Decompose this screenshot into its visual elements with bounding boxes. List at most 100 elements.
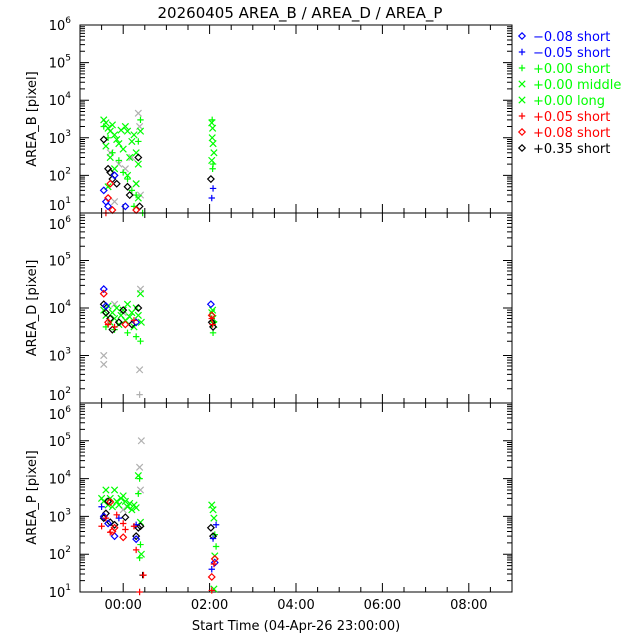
series: [98, 511, 218, 596]
series: [104, 315, 216, 331]
data-point: [110, 198, 119, 206]
legend-plus-icon: [518, 112, 526, 120]
data-point: [120, 169, 127, 176]
y-tick-label: 102: [49, 166, 71, 184]
data-point: [110, 171, 119, 180]
data-point: [206, 174, 215, 184]
data-point: [128, 506, 136, 514]
data-point: [104, 497, 113, 506]
data-point: [206, 523, 215, 532]
data-point: [123, 171, 132, 180]
data-point: [110, 300, 119, 308]
data-point: [99, 289, 108, 298]
y-tick-label: 106: [49, 16, 72, 34]
data-point: [136, 475, 143, 482]
y-tick-label: 106: [49, 215, 72, 233]
data-point: [100, 360, 108, 369]
legend-diamond-icon: [517, 143, 527, 153]
data-point: [98, 523, 105, 530]
data-point: [210, 514, 218, 522]
y-tick-label: 102: [49, 386, 71, 404]
data-point: [110, 520, 119, 529]
data-point: [209, 185, 217, 192]
data-point: [208, 116, 216, 124]
legend-label: +0.00 short: [533, 62, 610, 77]
data-point: [121, 122, 129, 131]
legend-item: +0.05 short: [518, 110, 610, 125]
legend-item: −0.05 short: [518, 46, 610, 61]
legend-label: +0.00 long: [533, 94, 605, 109]
y-tick-label: 104: [49, 299, 72, 317]
data-point: [137, 437, 145, 445]
data-point: [106, 168, 115, 177]
data-point: [208, 587, 215, 594]
legend-label: +0.35 short: [533, 142, 610, 157]
data-point: [126, 153, 134, 162]
data-point: [207, 572, 216, 582]
data-point: [100, 351, 108, 360]
data-point: [115, 139, 123, 148]
data-point: [132, 191, 140, 199]
data-point: [106, 497, 115, 507]
series: [99, 512, 219, 567]
data-point: [110, 486, 119, 494]
series: [100, 116, 218, 202]
data-point: [210, 554, 219, 563]
legend-label: +0.08 short: [533, 126, 610, 141]
data-point: [121, 497, 129, 505]
data-point: [106, 179, 115, 188]
y-tick-label: 101: [49, 196, 71, 214]
data-point: [132, 546, 140, 554]
legend-label: +0.05 short: [533, 110, 610, 125]
data-point: [130, 317, 138, 324]
series: [102, 319, 218, 345]
data-point: [123, 300, 132, 308]
y-tick-label: 102: [49, 545, 71, 563]
data-point: [210, 558, 219, 567]
panel-2: 102 103 104 105 106 AREA_D [pixel]: [25, 212, 513, 404]
data-point: [115, 501, 123, 509]
x-tick-label: 02:00: [191, 598, 228, 613]
y-tick-label: 105: [49, 432, 71, 450]
y-tick-label: 103: [49, 507, 71, 525]
legend-item: +0.00 long: [518, 94, 605, 109]
y-tick-label: 105: [49, 54, 71, 72]
data-point: [113, 511, 120, 519]
data-point: [111, 323, 118, 331]
panel-3: 101 102 103 104 105 106 AREA_P [pixel] 00:00 02:…: [25, 402, 513, 613]
legend-diamond-icon: [517, 127, 527, 137]
data-point: [102, 514, 110, 522]
data-point: [101, 301, 110, 311]
data-point: [113, 304, 121, 312]
data-point: [135, 490, 142, 497]
data-point: [208, 124, 217, 132]
data-point: [128, 137, 136, 146]
x-tick-label: 08:00: [450, 598, 487, 613]
data-point: [132, 535, 141, 544]
y-tick-label: 104: [49, 470, 72, 488]
y-axis-label: AREA_P [pixel]: [25, 450, 40, 544]
chart-title: 20260405 AREA_B / AREA_D / AREA_P: [158, 4, 443, 23]
data-point: [209, 139, 217, 148]
data-point: [209, 535, 217, 542]
data-point: [208, 134, 216, 142]
legend-item: +0.00 middle: [518, 78, 621, 93]
data-point: [121, 316, 129, 324]
data-point: [114, 318, 123, 327]
y-tick-label: 103: [49, 347, 71, 365]
data-point: [115, 157, 123, 164]
data-point: [208, 501, 216, 509]
y-tick-label: 101: [49, 583, 71, 601]
data-point: [208, 315, 215, 322]
data-point: [135, 138, 142, 145]
data-point: [208, 566, 215, 573]
y-tick-label: 104: [49, 91, 72, 109]
data-point: [136, 554, 143, 562]
data-point: [136, 127, 145, 135]
series: [99, 300, 218, 334]
data-point: [104, 202, 113, 211]
data-point: [123, 127, 132, 135]
data-point: [102, 142, 110, 150]
data-point: [136, 391, 143, 398]
data-point: [106, 518, 115, 527]
